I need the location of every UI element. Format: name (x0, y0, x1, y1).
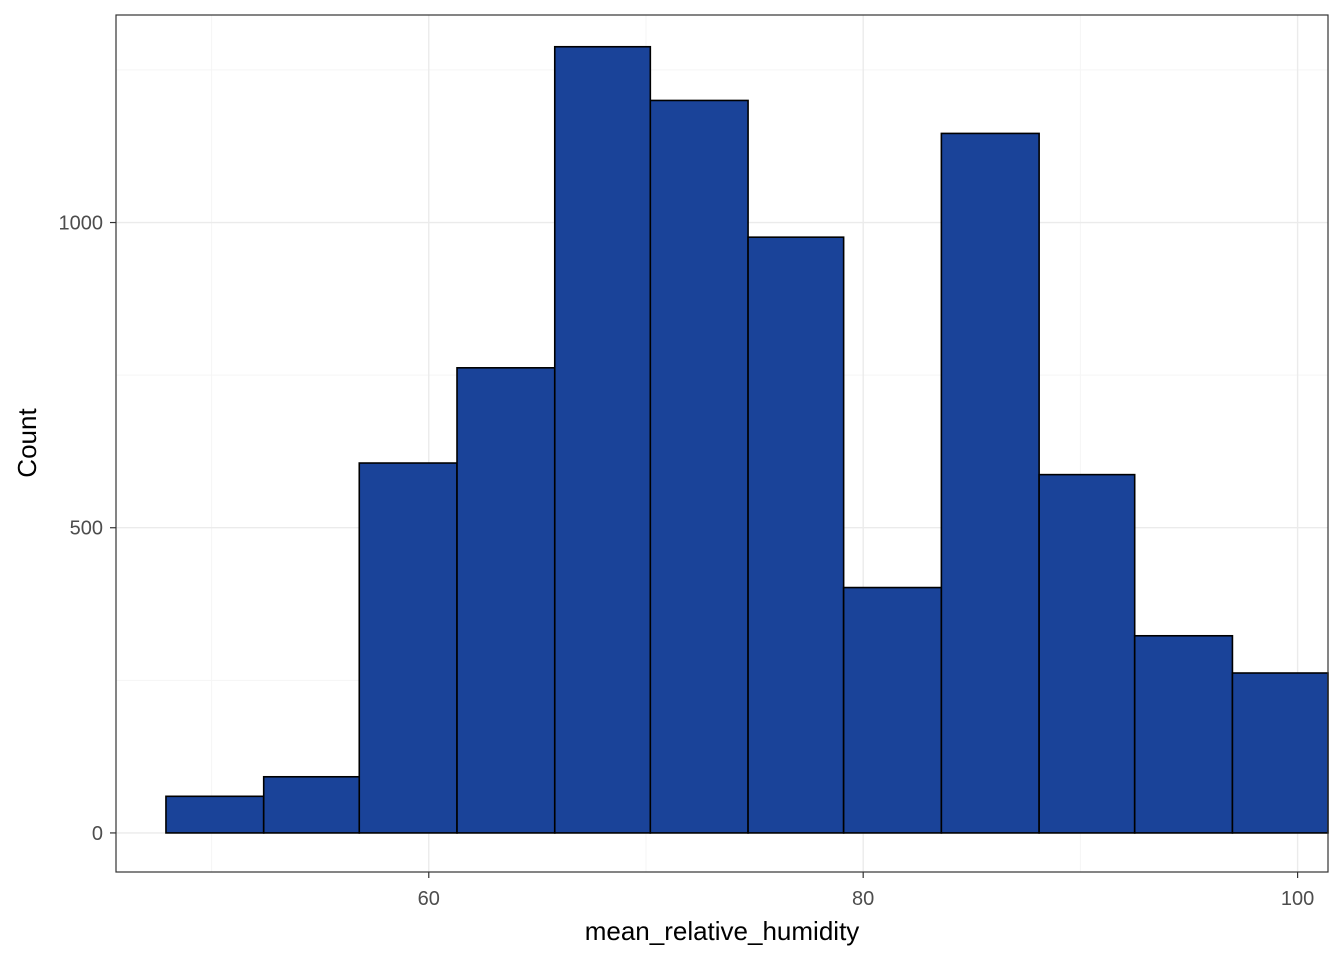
panel-border (115, 14, 1329, 873)
y-tick-label: 500 (70, 518, 103, 540)
histogram-bar (262, 775, 361, 834)
x-axis-title: mean_relative_humidity (585, 916, 860, 946)
histogram-bar (358, 462, 458, 834)
y-axis: 0 500 1000 (59, 213, 116, 845)
histogram-bar (649, 99, 749, 834)
histogram-bar (842, 586, 943, 834)
x-axis: 60 80 100 (418, 872, 1314, 910)
x-tick-label: 80 (852, 888, 874, 910)
y-tick-label: 0 (92, 823, 103, 845)
histogram-bar (747, 236, 845, 834)
histogram-bar (165, 795, 265, 834)
y-axis-title: Count (12, 408, 42, 478)
histogram-bar (1231, 672, 1329, 834)
x-tick-label: 100 (1281, 888, 1314, 910)
histogram-bar (940, 132, 1040, 834)
histogram-bar (553, 45, 652, 834)
y-tick-label: 1000 (59, 213, 104, 235)
histogram-bars (165, 45, 1329, 834)
histogram-bar (456, 367, 556, 834)
x-tick-label: 60 (418, 888, 440, 910)
histogram-bar (1133, 634, 1234, 834)
histogram-bar (1038, 473, 1136, 834)
